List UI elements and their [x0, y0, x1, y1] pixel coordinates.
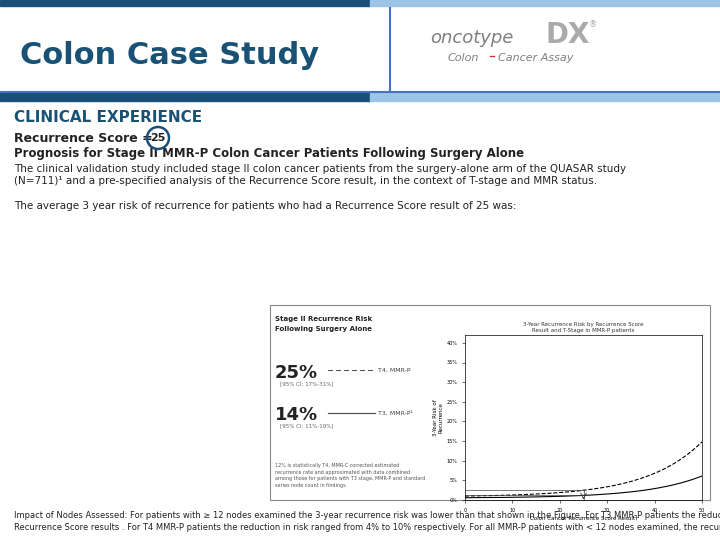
Text: T4, MMR-P: T4, MMR-P [378, 368, 410, 373]
Text: Impact of Nodes Assessed: For patients with ≥ 12 nodes examined the 3-year recur: Impact of Nodes Assessed: For patients w… [14, 511, 720, 521]
Text: oncotype: oncotype [430, 29, 513, 47]
Text: Stage II Recurrence Risk: Stage II Recurrence Risk [275, 316, 372, 322]
Text: (N=711)¹ and a pre-specified analysis of the Recurrence Score result, in the con: (N=711)¹ and a pre-specified analysis of… [14, 176, 597, 186]
Text: [95% CI: 17%-31%]: [95% CI: 17%-31%] [280, 381, 333, 387]
Text: DX: DX [545, 21, 590, 49]
Text: Prognosis for Stage II MMR-P Colon Cancer Patients Following Surgery Alone: Prognosis for Stage II MMR-P Colon Cance… [14, 147, 524, 160]
Text: Colon Case Study: Colon Case Study [20, 40, 319, 70]
Bar [370, 93, 720, 101]
Text: 25%: 25% [275, 364, 318, 382]
Text: Recurrence Score results . For T4 MMR-P patients the reduction in risk ranged fr: Recurrence Score results . For T4 MMR-P … [14, 523, 720, 532]
Text: The average 3 year risk of recurrence for patients who had a Recurrence Score re: The average 3 year risk of recurrence fo… [14, 201, 516, 211]
Text: Following Surgery Alone: Following Surgery Alone [275, 326, 372, 332]
Text: 25: 25 [150, 133, 166, 143]
Text: Cancer Assay: Cancer Assay [498, 53, 573, 63]
Text: CLINICAL EXPERIENCE: CLINICAL EXPERIENCE [14, 111, 202, 125]
Text: ®: ® [589, 21, 598, 30]
Bar [270, 305, 710, 500]
Bar [370, 0, 720, 6]
Text: 14%: 14% [275, 406, 318, 424]
Y-axis label: 3-Year Risk of
Recurrence: 3-Year Risk of Recurrence [433, 399, 444, 436]
Bar [0, 0, 370, 6]
Text: 12% is statistically T4, MMR-C corrected estimated
recurrence rate and approxima: 12% is statistically T4, MMR-C corrected… [275, 463, 426, 488]
Bar [0, 93, 370, 101]
Text: [95% CI: 11%-19%]: [95% CI: 11%-19%] [280, 423, 333, 429]
Text: T3, MMR-P¹: T3, MMR-P¹ [378, 410, 413, 416]
Text: Recurrence Score =: Recurrence Score = [14, 132, 157, 145]
Text: In clinical validation studies only, few patients
had Recurrence Score results ≥: In clinical validation studies only, few… [470, 472, 583, 484]
X-axis label: Colon Cancer Recurrence Score Result†: Colon Cancer Recurrence Score Result† [530, 515, 637, 521]
Title: 3-Year Recurrence Risk by Recurrence Score
Result and T-Stage in MMR-P patients: 3-Year Recurrence Risk by Recurrence Sco… [523, 322, 644, 333]
Text: Colon: Colon [448, 53, 480, 63]
Text: The clinical validation study included stage II colon cancer patients from the s: The clinical validation study included s… [14, 164, 626, 174]
